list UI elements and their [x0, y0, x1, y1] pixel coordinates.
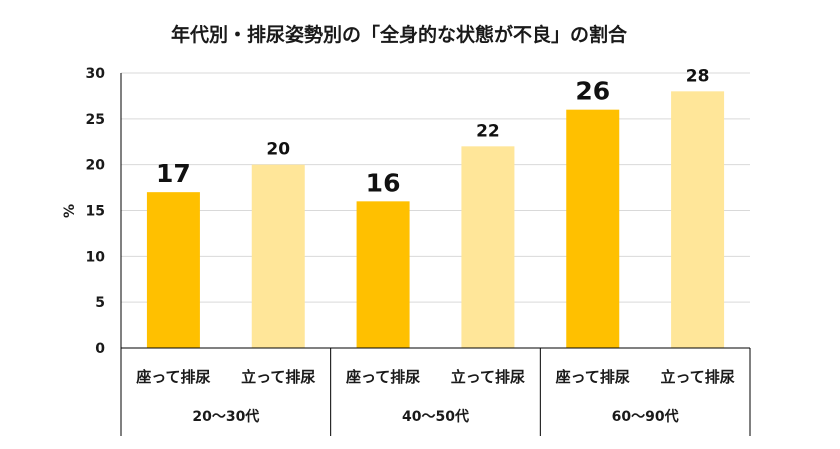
- chart-title: 年代別・排尿姿勢別の「全身的な状態が不良」の割合: [171, 23, 628, 46]
- y-tick-label: 0: [95, 341, 105, 357]
- x-axis: 座って排尿 立って排尿 座って排尿 立って排尿 座って排尿 立って排尿 20〜30代 40〜5…: [120, 73, 751, 436]
- y-tick-labels: 0 5 10 15 20 25 30: [86, 66, 106, 357]
- y-tick-label: 15: [86, 204, 105, 220]
- y-tick-label: 10: [86, 249, 106, 265]
- bar: [356, 201, 410, 348]
- x-group-label: 20〜30代: [192, 408, 259, 425]
- y-tick-label: 30: [86, 66, 106, 82]
- y-axis-label: %: [62, 204, 78, 218]
- bars: [146, 91, 725, 349]
- data-label: 17: [156, 159, 191, 188]
- x-category-label: 座って排尿: [555, 368, 630, 386]
- x-category-label: 座って排尿: [345, 368, 420, 386]
- y-tick-label: 25: [86, 112, 105, 128]
- bar: [251, 164, 305, 348]
- bar: [461, 146, 515, 348]
- x-group-label: 40〜50代: [402, 408, 469, 425]
- x-group-label: 60〜90代: [612, 408, 679, 425]
- data-label: 26: [575, 77, 610, 106]
- x-category-label: 立って排尿: [241, 368, 315, 386]
- data-label: 20: [266, 140, 290, 160]
- data-labels: 17 20 16 22 26 28: [156, 66, 709, 197]
- x-category-label: 立って排尿: [660, 368, 734, 386]
- bar: [146, 192, 200, 348]
- data-label: 16: [366, 168, 401, 197]
- data-label: 28: [686, 66, 710, 86]
- y-tick-label: 5: [95, 295, 105, 311]
- data-label: 22: [476, 121, 500, 141]
- x-category-label: 座って排尿: [135, 368, 210, 386]
- y-tick-label: 20: [86, 158, 106, 174]
- bar: [671, 91, 725, 348]
- gridlines: [121, 72, 750, 303]
- bar: [566, 109, 620, 349]
- x-category-label: 立って排尿: [451, 368, 525, 386]
